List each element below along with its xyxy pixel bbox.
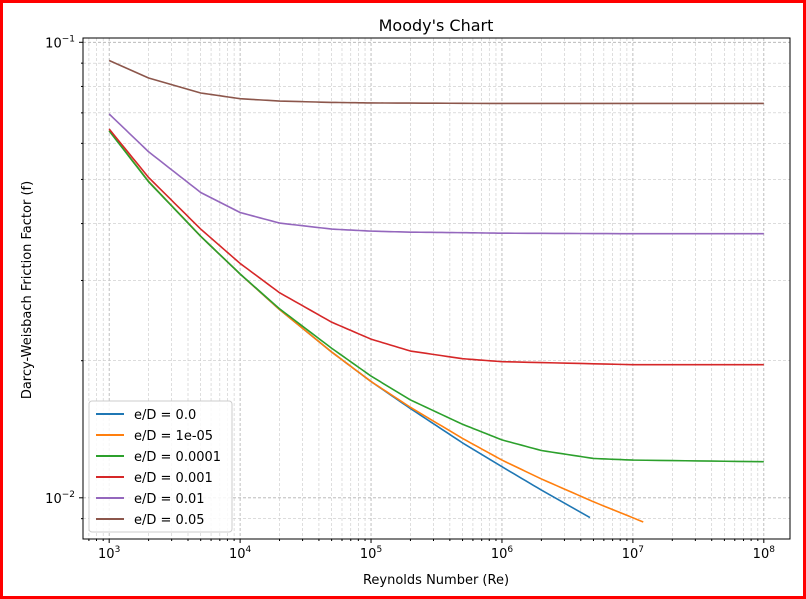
legend-label-2: e/D = 0.0001 bbox=[134, 450, 221, 465]
legend-label-4: e/D = 0.01 bbox=[134, 492, 205, 507]
legend-label-0: e/D = 0.0 bbox=[134, 408, 196, 423]
chart-title: Moody's Chart bbox=[379, 16, 494, 35]
series-line-2 bbox=[108, 130, 764, 463]
plot-lines bbox=[108, 59, 764, 523]
x-axis-label: Reynolds Number (Re) bbox=[363, 573, 509, 588]
x-tick-label: 104 bbox=[229, 545, 252, 562]
series-line-4 bbox=[108, 113, 764, 235]
y-tick-label: 10−2 bbox=[45, 490, 75, 507]
x-tick-label: 106 bbox=[491, 545, 514, 562]
grid bbox=[83, 38, 790, 539]
y-tick-label: 10−1 bbox=[45, 34, 75, 51]
legend: e/D = 0.0 e/D = 1e-05 e/D = 0.0001 e/D = 0.… bbox=[88, 400, 233, 533]
x-tick-label: 108 bbox=[753, 545, 776, 562]
x-tick-label: 105 bbox=[360, 545, 382, 562]
axes-frame bbox=[82, 37, 791, 540]
x-tick-label: 107 bbox=[622, 545, 644, 562]
legend-box bbox=[88, 400, 233, 533]
legend-label-1: e/D = 1e-05 bbox=[134, 429, 213, 444]
ticks: 103 104 105 106 107 108 10−2 10−1 bbox=[45, 34, 775, 562]
x-tick-label: 103 bbox=[98, 545, 120, 562]
legend-label-5: e/D = 0.05 bbox=[134, 513, 205, 528]
y-axis-label: Darcy-Weisbach Friction Factor (f) bbox=[20, 181, 35, 399]
legend-label-3: e/D = 0.001 bbox=[134, 471, 213, 486]
series-line-5 bbox=[108, 59, 764, 105]
series-line-3 bbox=[108, 128, 764, 366]
